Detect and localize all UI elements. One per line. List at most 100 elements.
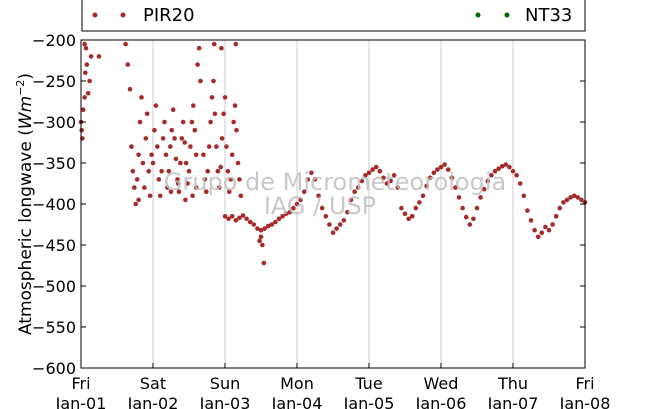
data-point: [402, 211, 408, 217]
watermark-line1: Grupo de Micrometeorologia: [164, 168, 506, 196]
data-point: [227, 189, 232, 194]
data-point: [474, 205, 480, 211]
data-point: [201, 152, 206, 158]
data-point: [136, 197, 141, 203]
y-tick-label: −300: [32, 113, 76, 132]
data-point: [127, 86, 133, 92]
data-point: [206, 144, 212, 149]
data-point: [216, 185, 222, 190]
data-point: [334, 226, 339, 231]
data-point: [84, 62, 90, 67]
data-point: [442, 162, 447, 167]
data-point: [301, 189, 307, 194]
data-point: [363, 173, 368, 178]
data-point: [431, 170, 437, 176]
data-point: [550, 222, 555, 227]
data-point: [525, 208, 530, 213]
data-point: [147, 193, 153, 199]
data-point: [237, 215, 242, 221]
data-point: [370, 167, 375, 172]
legend-marker-nt33-b: [504, 12, 510, 18]
data-point: [327, 222, 332, 227]
y-tick-label: −500: [32, 277, 76, 296]
y-axis: −200 −250 −300 −350 −400 −450 −500 −550 −600: [32, 31, 585, 378]
data-point: [123, 41, 128, 47]
data-point: [261, 260, 267, 266]
data-point: [182, 140, 187, 145]
data-point: [205, 168, 210, 174]
data-point: [247, 219, 253, 225]
data-points: [78, 41, 588, 266]
data-point: [129, 144, 134, 149]
y-axis-label-text: Atmospheric longwave (: [16, 129, 36, 335]
data-point: [283, 211, 289, 217]
data-point: [222, 214, 228, 219]
data-point: [130, 168, 136, 174]
data-point: [273, 219, 278, 225]
data-point: [143, 136, 149, 141]
data-point: [258, 234, 264, 240]
data-point: [195, 62, 200, 67]
data-point: [146, 168, 151, 174]
data-point: [496, 166, 501, 171]
data-point: [395, 185, 401, 190]
data-point: [255, 226, 260, 231]
data-point: [323, 214, 329, 219]
data-point: [413, 205, 419, 211]
data-point: [435, 167, 440, 172]
watermark-line2: IAG / USP: [264, 192, 376, 220]
data-point: [546, 227, 552, 233]
data-point: [79, 127, 84, 133]
data-point: [165, 185, 170, 190]
data-point: [298, 197, 303, 203]
y-tick-label: −400: [32, 195, 76, 214]
data-point: [366, 170, 372, 176]
data-point: [183, 160, 189, 166]
x-tick-label-day: Wed: [424, 374, 459, 393]
y-tick-label: −450: [32, 236, 76, 255]
data-point: [499, 164, 505, 169]
data-point: [162, 119, 167, 125]
data-point: [507, 164, 512, 170]
data-point: [136, 152, 141, 158]
data-point: [173, 156, 179, 162]
data-point: [244, 216, 249, 222]
data-point: [233, 218, 239, 223]
data-point: [388, 178, 393, 184]
data-point: [170, 107, 176, 112]
data-point: [183, 197, 188, 203]
data-point: [172, 136, 177, 141]
data-point: [449, 175, 455, 181]
data-point: [399, 205, 404, 211]
data-point: [269, 222, 275, 227]
plot-background: [81, 40, 585, 368]
x-tick-label-day: Fri: [71, 374, 90, 393]
data-point: [233, 41, 239, 47]
data-point: [460, 205, 465, 211]
data-point: [276, 216, 282, 222]
x-axis: FriJan-01SatJan-02SunJan-03MonJan-04TueJ…: [55, 363, 610, 409]
data-point: [228, 177, 234, 182]
data-point: [178, 160, 183, 166]
data-point: [456, 195, 462, 200]
data-point: [222, 95, 228, 100]
plot-area: Grupo de Micrometeorologia IAG / USP: [78, 39, 588, 369]
data-point: [471, 216, 476, 222]
data-point: [579, 197, 584, 203]
data-point: [153, 103, 159, 108]
legend: PIR20 NT33: [81, 0, 586, 32]
data-point: [481, 186, 487, 192]
data-point: [316, 193, 321, 199]
data-point: [485, 178, 491, 184]
data-point: [160, 136, 166, 141]
data-point: [287, 209, 293, 215]
data-point: [478, 195, 483, 200]
data-point: [463, 214, 469, 220]
data-point: [514, 173, 519, 178]
data-point: [224, 144, 229, 149]
legend-label-nt33: NT33: [525, 5, 572, 26]
data-point: [417, 200, 422, 205]
data-point: [221, 111, 226, 117]
data-point: [409, 214, 415, 219]
